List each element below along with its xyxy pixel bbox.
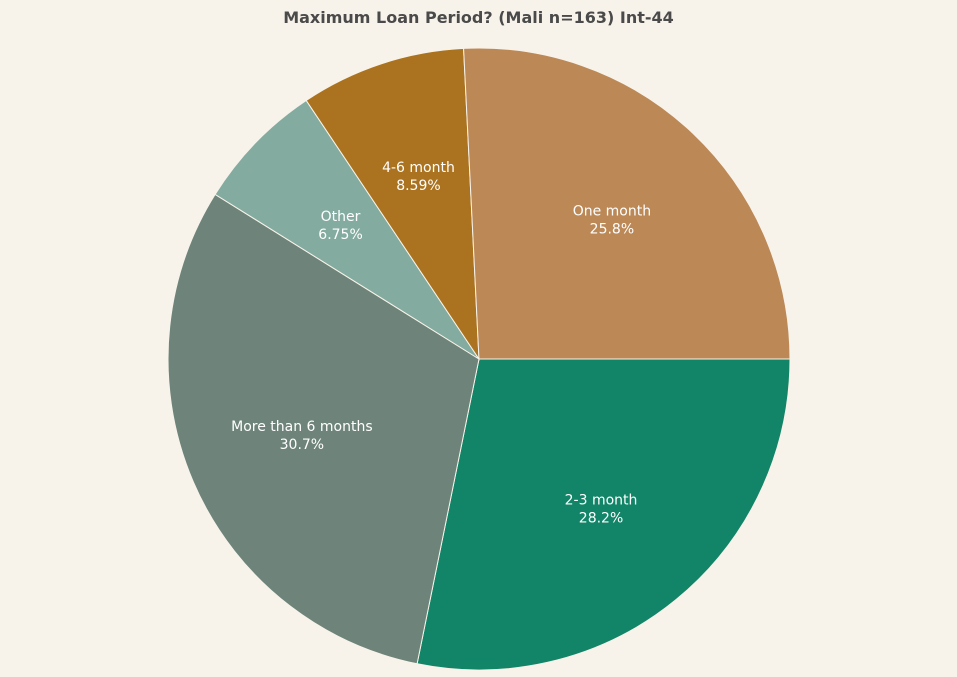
slice-percent: 6.75% bbox=[318, 227, 362, 243]
slice-percent: 8.59% bbox=[396, 178, 440, 194]
slice-percent: 25.8% bbox=[590, 221, 634, 237]
slice-percent: 30.7% bbox=[280, 437, 324, 453]
pie-slice-2-3-month[interactable] bbox=[416, 358, 791, 671]
slice-label: 4-6 month bbox=[382, 160, 455, 176]
chart-title: Maximum Loan Period? (Mali n=163) Int-44 bbox=[283, 8, 674, 27]
pie-labels: 2-3 month 28.2% More than 6 months 30.7% Oth… bbox=[231, 160, 651, 526]
pie-slices bbox=[167, 47, 791, 671]
pie-slice-4-6-month[interactable] bbox=[305, 47, 480, 361]
slice-label: Other bbox=[321, 209, 361, 225]
slice-percent: 28.2% bbox=[579, 510, 623, 526]
slice-label: One month bbox=[573, 203, 651, 219]
pie-slice-other[interactable] bbox=[214, 99, 480, 360]
slice-label: 2-3 month bbox=[565, 492, 638, 508]
pie-slice-one-month[interactable] bbox=[463, 47, 791, 360]
pie-slice-more-than-6-months[interactable] bbox=[167, 193, 480, 665]
slice-label: More than 6 months bbox=[231, 419, 373, 435]
